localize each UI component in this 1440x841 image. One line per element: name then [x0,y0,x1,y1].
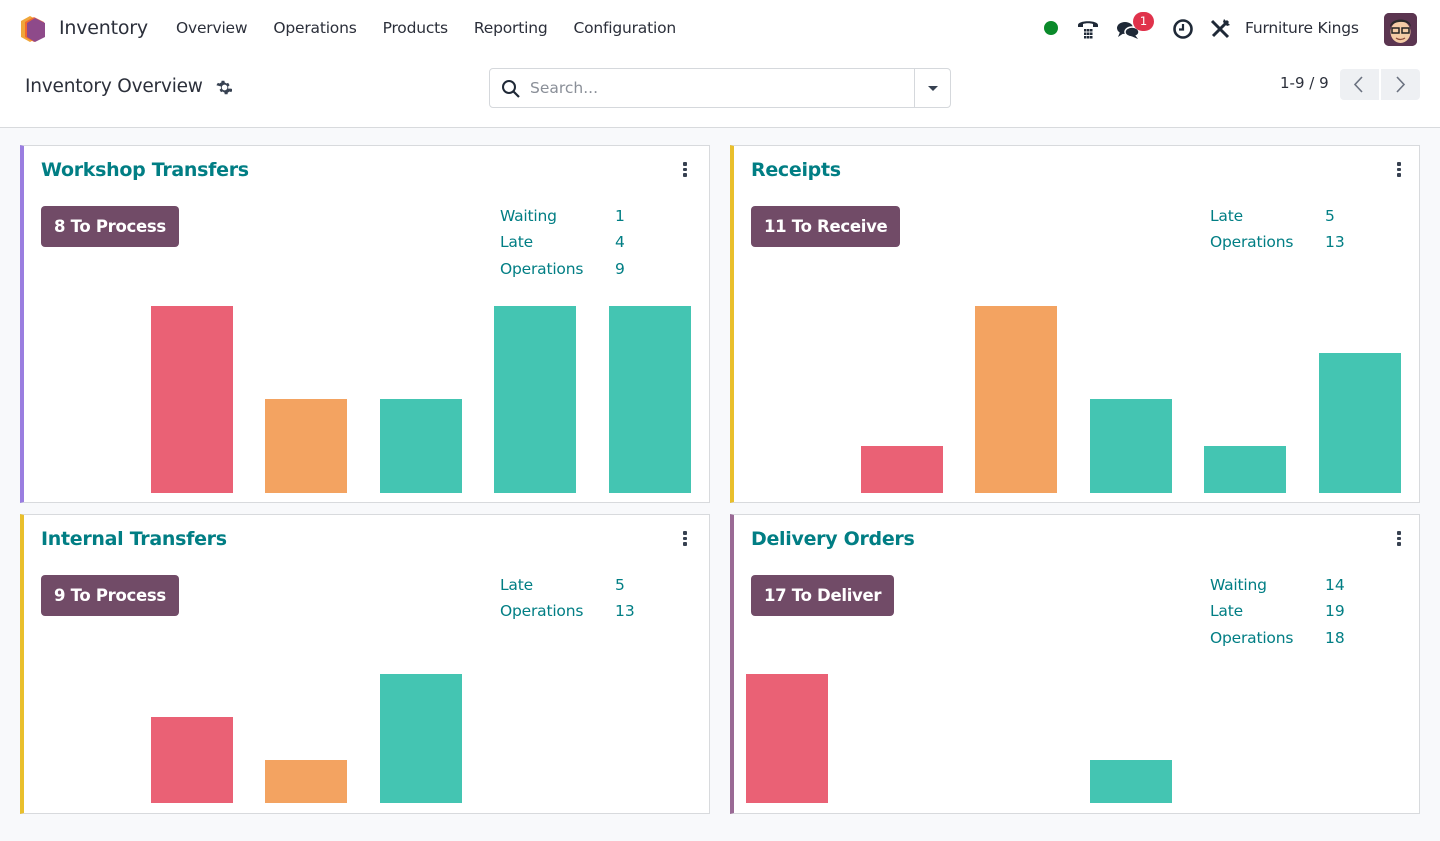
messages-icon[interactable] [1116,18,1140,42]
user-avatar[interactable] [1384,13,1417,46]
search-bar [489,68,951,108]
card-stats: Late 5 Operations 13 [1210,207,1345,260]
pager-previous-button[interactable] [1340,69,1379,100]
stat-label: Operations [500,602,584,621]
stat-operations[interactable]: Operations 18 [1210,629,1345,655]
to-process-button[interactable]: 8 To Process [41,206,179,247]
menu-reporting[interactable]: Reporting [473,19,548,37]
card-bar-chart [734,673,1420,803]
stat-label: Late [500,576,533,594]
to-deliver-button[interactable]: 17 To Deliver [751,575,895,616]
stat-label: Late [1210,207,1243,225]
chart-bar-4[interactable] [380,674,462,803]
card-stats: Waiting 1 Late 4 Operations 9 [500,207,625,286]
card-bar-chart [24,673,710,803]
stat-operations[interactable]: Operations 13 [1210,233,1345,259]
stat-label: Operations [500,259,584,278]
card-bar-chart [24,305,710,493]
stat-value: 4 [615,233,625,252]
stat-waiting[interactable]: Waiting 14 [1210,576,1345,602]
stat-value: 18 [1325,628,1345,647]
chart-bar-3[interactable] [265,760,347,803]
stat-value: 5 [1325,207,1335,225]
stat-late[interactable]: Late 5 [500,576,635,602]
stat-operations[interactable]: Operations 13 [500,602,635,628]
stat-late[interactable]: Late 5 [1210,207,1345,233]
stat-value: 9 [615,259,625,278]
stat-label: Waiting [500,207,557,225]
stat-late[interactable]: Late 4 [500,233,625,259]
chart-bar-3[interactable] [975,306,1057,493]
chevron-right-icon [1396,76,1406,93]
phone-icon[interactable] [1076,16,1100,40]
chart-bar-2[interactable] [151,717,233,803]
stat-label: Waiting [1210,576,1267,594]
card-stats: Waiting 14 Late 19 Operations 18 [1210,576,1345,655]
search-options-toggle[interactable] [914,69,950,107]
stat-late[interactable]: Late 19 [1210,602,1345,628]
chart-bar-3[interactable] [265,399,347,493]
stat-value: 5 [615,576,625,594]
pager-next-button[interactable] [1381,69,1420,100]
activity-clock-icon[interactable] [1171,17,1195,41]
app-logo-icon[interactable] [20,15,46,43]
chart-bar-4[interactable] [380,399,462,493]
chart-bar-1[interactable] [746,674,828,803]
messages-badge: 1 [1133,12,1154,31]
to-receive-button[interactable]: 11 To Receive [751,206,901,247]
search-icon [502,80,520,98]
app-name[interactable]: Inventory [59,17,148,39]
card-stats: Late 5 Operations 13 [500,576,635,629]
card-title[interactable]: Delivery Orders [751,528,915,550]
stat-operations[interactable]: Operations 9 [500,260,625,286]
stat-value: 13 [1325,233,1345,252]
card-receipts: Receipts 11 To Receive Late 5 Operations 1… [730,145,1420,503]
card-menu-kebab-icon[interactable] [1394,162,1404,180]
stat-value: 1 [615,207,625,225]
card-menu-kebab-icon[interactable] [1394,531,1404,549]
chart-bar-4[interactable] [1090,760,1172,803]
chart-bar-5[interactable] [494,306,576,493]
menu-configuration[interactable]: Configuration [573,19,677,37]
card-internal-transfers: Internal Transfers 9 To Process Late 5 Op… [20,514,710,814]
control-panel: Inventory Overview 1-9 / 9 [0,57,1440,128]
top-navbar: Inventory Overview Operations Products R… [0,0,1440,57]
company-name[interactable]: Furniture Kings [1245,19,1359,37]
stat-value: 13 [615,602,635,621]
presence-status-icon[interactable] [1044,21,1058,35]
stat-value: 14 [1325,576,1345,594]
chart-bar-2[interactable] [151,306,233,493]
card-title[interactable]: Internal Transfers [41,528,227,550]
card-workshop-transfers: Workshop Transfers 8 To Process Waiting 1… [20,145,710,503]
chart-bar-6[interactable] [609,306,691,493]
stat-label: Late [1210,602,1243,621]
main-menu: Overview Operations Products Reporting C… [176,19,702,37]
menu-products[interactable]: Products [382,19,449,37]
card-bar-chart [734,305,1420,493]
stat-label: Operations [1210,233,1294,252]
card-title[interactable]: Workshop Transfers [41,159,249,181]
stat-label: Operations [1210,628,1294,647]
to-process-button[interactable]: 9 To Process [41,575,179,616]
pager-value[interactable]: 1-9 / 9 [1280,74,1329,92]
avatar-face-icon [1384,13,1417,46]
card-menu-kebab-icon[interactable] [680,531,690,549]
chevron-left-icon [1353,76,1363,93]
gear-icon[interactable] [215,79,232,96]
chart-bar-4[interactable] [1090,399,1172,493]
stat-waiting[interactable]: Waiting 1 [500,207,625,233]
tools-icon[interactable] [1208,17,1232,41]
stat-value: 19 [1325,602,1345,621]
card-menu-kebab-icon[interactable] [680,162,690,180]
menu-operations[interactable]: Operations [273,19,357,37]
chart-bar-2[interactable] [861,446,943,493]
chart-bar-5[interactable] [1204,446,1286,493]
search-input[interactable] [530,69,910,107]
card-delivery-orders: Delivery Orders 17 To Deliver Waiting 14 … [730,514,1420,814]
stat-label: Late [500,233,533,252]
chart-bar-6[interactable] [1319,353,1401,493]
card-title[interactable]: Receipts [751,159,841,181]
menu-overview[interactable]: Overview [176,19,248,37]
page-title: Inventory Overview [25,76,203,97]
